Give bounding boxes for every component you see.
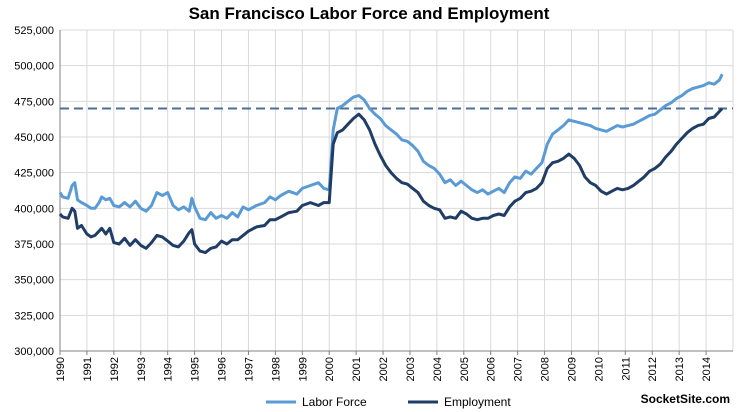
x-tick-label: 2001 [351,357,363,381]
x-tick-label: 1991 [82,357,94,381]
y-tick-label: 350,000 [14,275,54,287]
x-tick-label: 1996 [217,357,229,381]
series-line-labor-force [58,73,724,222]
y-tick-label: 450,000 [14,132,54,144]
x-tick-label: 2004 [432,357,444,381]
legend-label: Labor Force [302,395,367,409]
y-tick-label: 300,000 [14,346,54,358]
x-tick-label: 2003 [405,357,417,381]
x-tick-label: 2007 [513,357,525,381]
y-tick-label: 500,000 [14,61,54,73]
y-tick-label: 475,000 [14,96,54,108]
x-tick-label: 1992 [109,357,121,381]
x-tick-label: 2009 [566,357,578,381]
x-tick-label: 2005 [459,357,471,381]
chart-title: San Francisco Labor Force and Employment [188,4,550,23]
grid-layer [59,29,734,352]
x-tick-label: 1993 [136,357,148,381]
x-tick-label: 2011 [620,357,632,381]
y-tick-label: 375,000 [14,239,54,251]
x-tick-label: 2014 [701,357,713,381]
x-tick-label: 1999 [297,357,309,381]
y-tick-label: 400,000 [14,203,54,215]
x-tick-label: 2012 [647,357,659,381]
x-tick-label: 1990 [55,357,67,381]
x-tick-label: 1997 [243,357,255,381]
y-tick-label: 525,000 [14,25,54,37]
x-tick-label: 2002 [378,357,390,381]
legend-label: Employment [444,395,511,409]
x-tick-label: 2008 [540,357,552,381]
x-tick-label: 2006 [486,357,498,381]
x-tick-label: 1998 [270,357,282,381]
x-tick-label: 2010 [593,357,605,381]
series-layer [58,73,724,255]
legend: Labor Force Employment [266,395,511,409]
x-tick-label: 1995 [190,357,202,381]
x-tick-label: 1994 [163,357,175,381]
x-tick-label: 2000 [324,357,336,381]
series-line-employment [58,107,724,255]
watermark: SocketSite.com [640,392,730,406]
x-tick-label: 2013 [674,357,686,381]
y-tick-label: 325,000 [14,310,54,322]
axis-layer: 300,000 325,000 350,000 375,000 400,000 425,0… [14,25,733,381]
y-tick-label: 425,000 [14,168,54,180]
